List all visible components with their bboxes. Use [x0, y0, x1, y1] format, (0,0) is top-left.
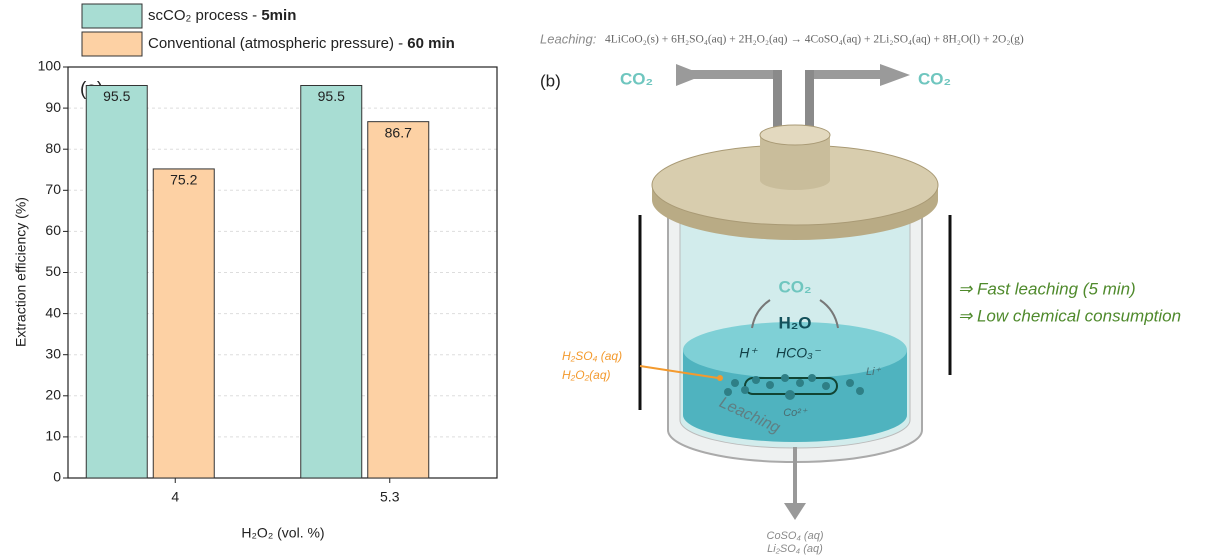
y-tick-label: 80: [45, 140, 61, 156]
benefit: ⇒ Low chemical consumption: [958, 306, 1181, 325]
y-axis-label: Extraction efficiency (%): [13, 197, 29, 347]
equation-label: Leaching:: [540, 31, 597, 46]
y-tick-label: 60: [45, 222, 61, 238]
reactor: [638, 64, 952, 520]
value-label: 95.5: [103, 88, 130, 104]
product: CoSO₄ (aq): [767, 530, 824, 542]
y-tick-label: 0: [53, 469, 61, 485]
bar: [367, 121, 430, 479]
cobalt-ion: Co²⁺: [783, 407, 808, 419]
co2-in: CO₂: [620, 69, 653, 88]
bar: [300, 84, 363, 479]
value-label: 95.5: [318, 88, 345, 104]
y-tick-label: 40: [45, 304, 61, 320]
x-tick-label: 4: [171, 489, 179, 505]
y-tick-label: 90: [45, 99, 61, 115]
proton: H⁺: [739, 345, 758, 361]
value-label: 75.2: [170, 172, 197, 188]
x-tick-label: 5.3: [380, 489, 400, 505]
y-tick-label: 70: [45, 181, 61, 197]
panel-label: (b): [540, 71, 561, 90]
bicarbonate: HCO₃⁻: [776, 345, 822, 361]
y-tick-label: 30: [45, 345, 61, 361]
value-label: 86.7: [385, 124, 412, 140]
reagent: H₂O₂(aq): [562, 368, 611, 382]
y-tick-label: 100: [38, 58, 62, 74]
legend-swatch: [81, 3, 143, 29]
co2-dissolved: CO₂: [778, 277, 811, 296]
y-tick-label: 50: [45, 263, 61, 279]
water: H₂O: [778, 313, 811, 332]
plot-frame: [67, 66, 498, 479]
y-tick-label: 10: [45, 428, 61, 444]
legend-label: scCO₂ process - 5min: [148, 7, 296, 24]
co2-out: CO₂: [918, 69, 951, 88]
x-axis-label: H₂O₂ (vol. %): [241, 525, 324, 541]
product: Li₂SO₄ (aq): [767, 543, 823, 555]
bar: [152, 168, 215, 479]
benefit: ⇒ Fast leaching (5 min): [958, 279, 1136, 298]
lithium-ion: Li⁺: [866, 366, 882, 378]
bar: [85, 84, 148, 479]
equation: 4LiCoO₂(s) + 6H₂SO₄(aq) + 2H₂O₂(aq) → 4C…: [605, 34, 1024, 46]
legend-label: Conventional (atmospheric pressure) - 60…: [148, 35, 455, 52]
reagent: H₂SO₄ (aq): [562, 349, 622, 363]
y-tick-label: 20: [45, 387, 61, 403]
legend-swatch: [81, 31, 143, 57]
